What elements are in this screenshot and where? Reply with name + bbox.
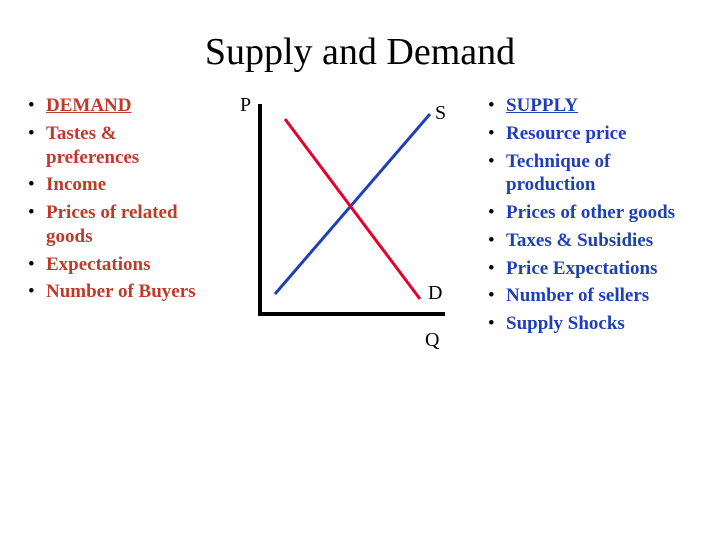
supply-item: Price Expectations [488,257,692,281]
demand-item: Tastes & preferences [28,122,212,170]
demand-column: DEMAND Tastes & preferences Income Price… [20,84,220,374]
content-row: DEMAND Tastes & preferences Income Price… [0,84,720,374]
demand-line [285,119,420,299]
supply-item: Number of sellers [488,284,692,308]
supply-demand-chart: P Q S D [230,94,470,374]
demand-item: Expectations [28,253,212,277]
supply-column: SUPPLY Resource price Technique of produ… [480,84,700,374]
demand-item: Prices of related goods [28,201,212,249]
page-title: Supply and Demand [0,0,720,84]
chart-svg [230,94,470,354]
supply-item: Resource price [488,122,692,146]
supply-heading: SUPPLY [488,94,692,118]
demand-item: Income [28,173,212,197]
d-line-label: D [428,282,442,305]
demand-heading: DEMAND [28,94,212,118]
supply-item: Taxes & Subsidies [488,229,692,253]
supply-item: Supply Shocks [488,312,692,336]
demand-item: Number of Buyers [28,280,212,304]
supply-list: SUPPLY Resource price Technique of produ… [488,94,692,336]
chart-column: P Q S D [220,84,480,374]
supply-line [275,114,430,294]
s-line-label: S [435,102,446,125]
demand-list: DEMAND Tastes & preferences Income Price… [28,94,212,304]
q-axis-label: Q [425,329,439,352]
p-axis-label: P [240,94,251,117]
supply-item: Technique of production [488,150,692,198]
supply-item: Prices of other goods [488,201,692,225]
